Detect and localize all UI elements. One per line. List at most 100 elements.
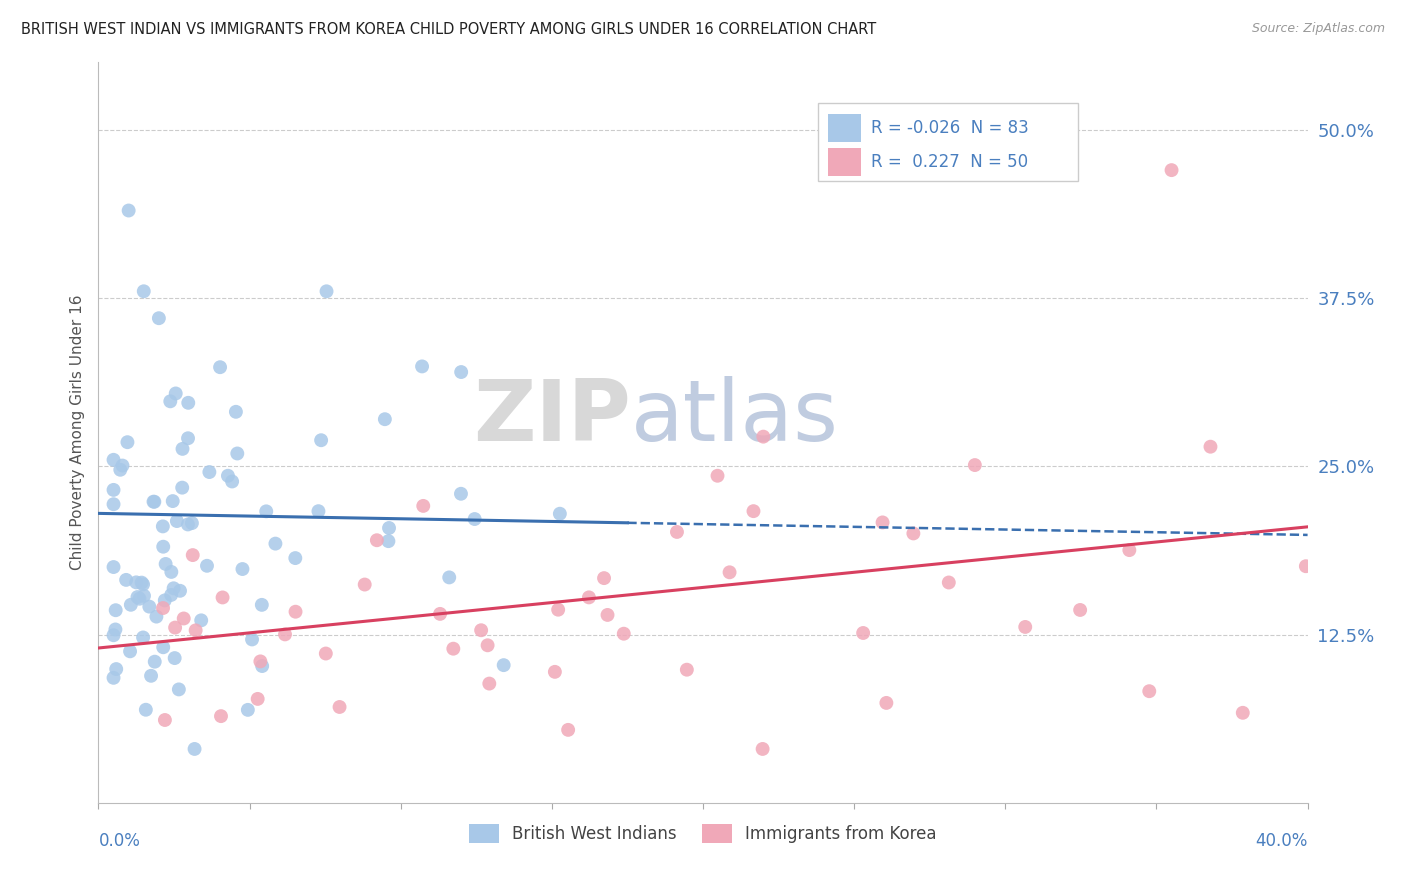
Point xyxy=(209,360,232,375)
Text: BRITISH WEST INDIAN VS IMMIGRANTS FROM KOREA CHILD POVERTY AMONG GIRLS UNDER 16 : BRITISH WEST INDIAN VS IMMIGRANTS FROM K… xyxy=(21,22,876,37)
Text: R = -0.026  N = 83: R = -0.026 N = 83 xyxy=(872,119,1029,136)
Point xyxy=(329,700,352,714)
Point xyxy=(103,497,125,511)
Point xyxy=(477,638,499,652)
Point xyxy=(353,577,375,591)
Point xyxy=(240,632,263,647)
Point xyxy=(162,494,184,508)
Point xyxy=(153,713,176,727)
Point xyxy=(752,430,775,444)
FancyBboxPatch shape xyxy=(828,113,862,142)
Point xyxy=(117,435,139,450)
Point xyxy=(120,644,142,658)
Point xyxy=(1199,440,1222,454)
Point xyxy=(209,709,232,723)
Point xyxy=(198,465,221,479)
Point xyxy=(148,311,170,326)
Point xyxy=(231,562,253,576)
Point xyxy=(938,575,960,590)
Point xyxy=(492,658,515,673)
Point xyxy=(470,624,492,638)
Point xyxy=(143,655,166,669)
Point xyxy=(439,570,461,584)
Point xyxy=(284,605,307,619)
Point xyxy=(450,487,472,501)
Point xyxy=(103,483,125,497)
Point xyxy=(374,412,396,426)
Point xyxy=(307,504,329,518)
Point xyxy=(378,521,401,535)
Point xyxy=(596,607,619,622)
Point xyxy=(411,359,433,374)
Point xyxy=(903,526,925,541)
Point xyxy=(246,692,269,706)
Point xyxy=(315,647,337,661)
Point xyxy=(132,285,155,299)
Point xyxy=(412,499,434,513)
Point xyxy=(132,589,155,603)
Point xyxy=(557,723,579,737)
Text: ZIP: ZIP xyxy=(472,376,630,459)
Text: R =  0.227  N = 50: R = 0.227 N = 50 xyxy=(872,153,1028,170)
Point xyxy=(544,665,567,679)
Point xyxy=(1160,163,1182,178)
Point xyxy=(173,611,195,625)
Point xyxy=(167,682,190,697)
Point xyxy=(751,742,773,756)
Point xyxy=(226,446,249,460)
Point xyxy=(152,540,174,554)
Point xyxy=(250,659,273,673)
Point xyxy=(190,613,212,627)
Point xyxy=(172,442,194,456)
Point xyxy=(165,621,187,635)
Point xyxy=(1118,543,1140,558)
Point xyxy=(177,396,200,410)
Point xyxy=(872,516,894,530)
Point xyxy=(478,676,501,690)
Point xyxy=(177,431,200,445)
Point xyxy=(274,627,297,641)
Point xyxy=(1137,684,1160,698)
Point xyxy=(127,590,149,604)
Point xyxy=(135,703,157,717)
Point xyxy=(1232,706,1254,720)
FancyBboxPatch shape xyxy=(828,147,862,176)
Point xyxy=(315,285,337,299)
Point xyxy=(706,468,728,483)
Point xyxy=(309,434,332,448)
Text: 0.0%: 0.0% xyxy=(98,832,141,850)
Point xyxy=(132,631,155,645)
Point xyxy=(742,504,765,518)
Point xyxy=(613,626,636,640)
FancyBboxPatch shape xyxy=(818,103,1078,181)
Legend: British West Indians, Immigrants from Korea: British West Indians, Immigrants from Ko… xyxy=(463,817,943,850)
Point xyxy=(111,458,134,473)
Point xyxy=(104,623,127,637)
Point xyxy=(145,609,167,624)
Point xyxy=(852,626,875,640)
Point xyxy=(142,494,165,508)
Point xyxy=(152,519,174,533)
Text: Source: ZipAtlas.com: Source: ZipAtlas.com xyxy=(1251,22,1385,36)
Point xyxy=(105,662,128,676)
Point xyxy=(284,551,307,566)
Point xyxy=(132,577,155,591)
Point xyxy=(181,548,204,562)
Point xyxy=(172,481,194,495)
Point xyxy=(165,386,187,401)
Point xyxy=(225,405,247,419)
Point xyxy=(548,507,571,521)
Point xyxy=(120,598,142,612)
Point xyxy=(139,669,162,683)
Point xyxy=(366,533,388,548)
Point xyxy=(163,651,186,665)
Point xyxy=(377,534,399,549)
Point xyxy=(177,517,200,532)
Point xyxy=(1014,620,1036,634)
Point xyxy=(665,524,688,539)
Point xyxy=(250,598,273,612)
Point xyxy=(264,536,287,550)
Point xyxy=(464,512,486,526)
Point xyxy=(217,468,239,483)
Point xyxy=(160,588,183,602)
